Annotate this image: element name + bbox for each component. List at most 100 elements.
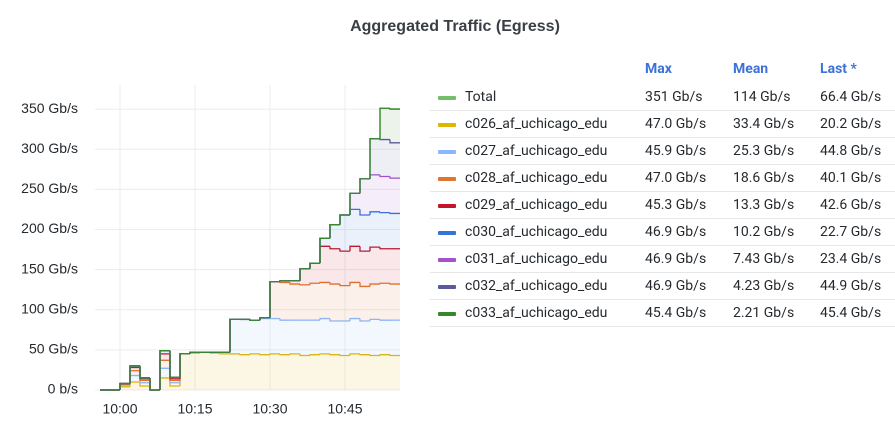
legend-stat: 33.4 Gb/s <box>733 116 795 132</box>
legend-stat: 44.9 Gb/s <box>820 278 882 294</box>
area-band <box>230 319 240 354</box>
line-step <box>369 138 380 179</box>
legend-row: c029_af_uchicago_edu 45.3 Gb/s 13.3 Gb/s 42… <box>430 192 895 219</box>
legend-column-header: Mean <box>733 61 769 77</box>
area-band <box>300 320 310 356</box>
y-tick-label: 250 Gb/s <box>21 180 78 196</box>
area-band <box>370 247 380 285</box>
area-band <box>310 263 320 284</box>
legend-name: c033_af_uchicago_edu <box>465 305 608 321</box>
line-step <box>359 178 370 194</box>
area-band <box>350 318 360 354</box>
area-band <box>220 352 230 354</box>
line-step <box>169 350 180 378</box>
legend-stat: 22.7 Gb/s <box>820 224 882 240</box>
area-band <box>160 360 170 369</box>
x-tick-label: 10:00 <box>102 401 137 417</box>
line-step <box>339 354 350 357</box>
legend-swatch <box>438 258 456 262</box>
line-step <box>139 365 150 379</box>
line-step <box>389 212 400 215</box>
line-step <box>229 318 240 353</box>
line-step <box>269 353 280 355</box>
y-tick-label: 350 Gb/s <box>21 100 78 116</box>
line-step <box>319 317 330 321</box>
area-band <box>360 215 370 252</box>
area-band <box>370 284 380 320</box>
area-band <box>360 354 370 390</box>
area-band <box>350 193 360 210</box>
legend-swatch <box>438 96 456 100</box>
area-band <box>340 215 350 252</box>
legend-stat: 13.3 Gb/s <box>733 197 795 213</box>
line-step <box>169 350 180 378</box>
line-step <box>149 377 160 391</box>
area-band <box>140 382 150 386</box>
line-step <box>259 317 270 321</box>
legend-row: c032_af_uchicago_edu 46.9 Gb/s 4.23 Gb/s 44… <box>430 273 895 300</box>
area-band <box>260 318 270 355</box>
area-band <box>160 377 170 390</box>
line-step <box>349 317 360 321</box>
line-step <box>149 378 160 391</box>
line-step <box>339 214 350 225</box>
y-tick-label: 0 b/s <box>48 381 78 397</box>
area-band <box>140 378 150 381</box>
legend-header: Max Mean Last * <box>430 56 895 84</box>
line-step <box>359 282 370 288</box>
legend-name: c029_af_uchicago_edu <box>465 197 608 213</box>
area-band <box>280 282 290 321</box>
line-step <box>339 284 350 287</box>
legend-stat: 45.4 Gb/s <box>820 305 882 321</box>
area-band <box>360 178 370 216</box>
line-step <box>139 365 150 379</box>
legend-stat: 47.0 Gb/s <box>645 170 707 186</box>
line-step <box>259 353 270 356</box>
line-step <box>129 365 140 384</box>
area-band <box>300 268 310 285</box>
y-tick-label: 200 Gb/s <box>21 220 78 236</box>
area-band <box>240 319 250 355</box>
area-band <box>170 380 180 383</box>
line-step <box>149 377 160 391</box>
line-step <box>389 108 400 110</box>
line-step <box>279 280 290 282</box>
area-band <box>340 251 350 286</box>
area-band <box>350 209 360 247</box>
legend-row: c027_af_uchicago_edu 45.9 Gb/s 25.3 Gb/s 44… <box>430 138 895 165</box>
area-band <box>130 375 140 382</box>
area-band <box>390 355 400 390</box>
legend-stat: 20.2 Gb/s <box>820 116 882 132</box>
area-band <box>380 139 390 177</box>
area-band <box>290 284 300 321</box>
line-step <box>319 353 330 355</box>
area-band <box>370 355 380 390</box>
area-band <box>390 284 400 321</box>
area-band <box>140 380 150 383</box>
line-step <box>379 319 390 321</box>
area-band <box>310 320 320 355</box>
area-band <box>380 108 390 140</box>
area-band <box>390 320 400 356</box>
area-band <box>390 109 400 143</box>
area-band <box>330 224 340 249</box>
line-step <box>349 192 360 216</box>
area-band <box>300 355 310 390</box>
area-band <box>240 354 250 390</box>
area-band <box>360 251 370 287</box>
line-step <box>339 248 350 252</box>
area-band <box>350 246 360 283</box>
area-band <box>360 286 370 321</box>
area-band <box>160 350 170 354</box>
area-band <box>210 353 220 390</box>
line-step <box>369 354 380 357</box>
legend-stat: 2.21 Gb/s <box>733 305 795 321</box>
area-band <box>350 282 360 319</box>
area-band <box>340 285 350 321</box>
legend-row: c030_af_uchicago_edu 46.9 Gb/s 10.2 Gb/s 22… <box>430 219 895 246</box>
area-band <box>330 354 340 390</box>
legend-swatch <box>438 150 456 154</box>
legend-stat: 114 Gb/s <box>733 89 791 105</box>
legend-name: c026_af_uchicago_edu <box>465 116 608 132</box>
